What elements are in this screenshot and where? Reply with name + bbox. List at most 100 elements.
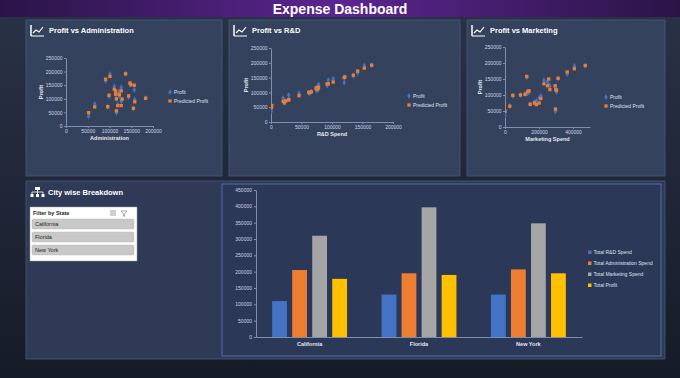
point [539,97,542,100]
tick: 100000 [485,92,505,98]
slicer [30,207,137,261]
tick-mark [254,206,256,207]
point [555,89,559,95]
tick-label: 50000 [488,108,502,114]
axis-xticks: 050000100000150000200000 [65,126,162,134]
tick: 100000 [46,96,66,102]
tick-label: 0 [60,123,63,129]
axis-xticks: 050000100000150000200000 [270,122,402,130]
legend: ProfitPredicted Profit [604,94,645,109]
point [352,74,355,77]
legend-label: Profit [174,89,186,95]
point [508,103,512,109]
slicer-title: Filter by State [33,210,69,216]
slicer-item[interactable]: Florida [32,232,134,242]
tick-mark [269,107,271,108]
point [519,93,522,96]
point [114,89,117,92]
tick: 0 [60,123,66,129]
point [555,89,558,92]
point [128,80,132,86]
tick-mark [503,79,505,80]
tick: 150000 [46,82,66,88]
multi-select-button[interactable] [110,211,116,215]
point [116,104,119,107]
point [104,78,107,81]
point [287,98,290,101]
point [117,93,120,96]
axis-title: Administration [90,135,129,141]
point [115,97,118,100]
point [124,71,128,77]
slicer-item-label[interactable]: California [35,221,59,227]
tick-mark [64,58,66,59]
legend-marker [588,284,592,288]
tick: 150000 [235,285,256,291]
slicer-item[interactable]: New York [32,245,134,255]
point [548,88,551,91]
point [352,73,356,79]
tick-label: 250000 [46,55,63,61]
legend-label: Total Profit [594,282,618,288]
clear-filter-button[interactable] [121,211,127,217]
axis-yticks: 050000100000150000200000250000 [251,45,272,125]
legend-marker [168,89,172,95]
tick: 0 [499,124,505,130]
axis-line [256,191,257,338]
section-title: City wise Breakdown [48,188,123,197]
point [511,94,514,97]
tick-label: 400000 [235,203,252,209]
tick-label: 100000 [324,124,341,130]
tick: 250000 [485,44,505,50]
tick-label: 200000 [145,128,162,134]
bars [272,207,566,337]
panel [467,20,665,176]
axis-title: Profit [243,78,249,93]
title-bar [0,0,680,17]
tick-mark [503,47,505,48]
tick-mark [254,272,256,273]
tick-mark [269,48,271,49]
chart-title: Profit vs Administration [49,26,134,35]
tick: 0 [504,127,507,135]
tick: 200000 [235,269,256,275]
point [133,84,136,87]
tick-label: 150000 [251,75,268,81]
tick-mark [503,111,505,112]
tick: 200000 [485,60,505,66]
tick: 200000 [251,60,271,66]
point [120,97,123,100]
legend: ProfitPredicted Profit [407,93,448,108]
tick: 0 [270,122,273,130]
tick-label: 150000 [123,128,140,134]
point [356,70,360,76]
point [363,66,366,69]
slicer-item-label[interactable]: Florida [35,234,53,240]
tick-label: New York [516,341,541,347]
point [133,97,137,103]
tick: New York [516,341,541,347]
axis-yticks: 0500001000001500002000002500003000003500… [235,187,256,340]
tick-mark [269,122,271,123]
tick: 450000 [235,187,256,193]
axis-title: Marketing Spend [525,136,569,142]
bar [332,279,347,337]
tick-label: 150000 [46,82,63,88]
legend-marker [604,104,607,107]
tick-label: 100000 [46,96,63,102]
tick: Florida [410,341,429,347]
tick-mark [254,321,256,322]
legend-label: Predicted Profit [174,98,209,104]
legend-marker [168,99,171,102]
slicer-item[interactable]: California [32,219,134,229]
point [106,104,110,110]
tick-label: 200000 [251,60,268,66]
tick-mark [254,239,256,240]
panel [26,181,665,359]
slicer-item-label[interactable]: New York [35,247,58,253]
tick-mark [254,255,256,256]
point [554,108,558,114]
point [127,94,131,100]
bar [292,270,307,337]
axis-line [67,126,154,127]
